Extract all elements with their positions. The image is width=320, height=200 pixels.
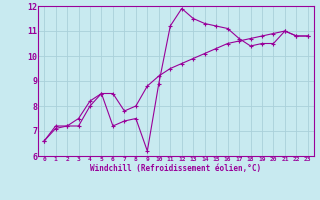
- X-axis label: Windchill (Refroidissement éolien,°C): Windchill (Refroidissement éolien,°C): [91, 164, 261, 173]
